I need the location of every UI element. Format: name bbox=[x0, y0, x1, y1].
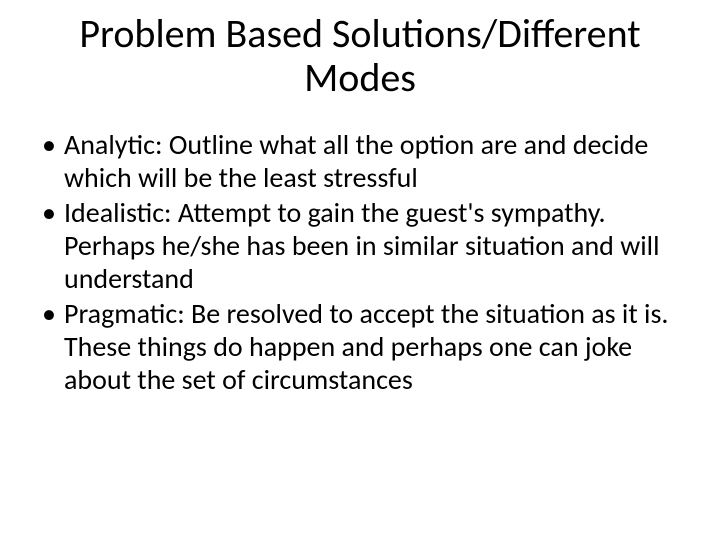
list-item: Analytic: Outline what all the option ar… bbox=[36, 128, 684, 194]
slide: Problem Based Solutions/Different Modes … bbox=[0, 0, 720, 540]
bullet-list: Analytic: Outline what all the option ar… bbox=[36, 128, 684, 396]
list-item: Pragmatic: Be resolved to accept the sit… bbox=[36, 297, 684, 396]
slide-title: Problem Based Solutions/Different Modes bbox=[36, 12, 684, 100]
list-item: Idealistic: Attempt to gain the guest's … bbox=[36, 196, 684, 295]
slide-body: Analytic: Outline what all the option ar… bbox=[36, 128, 684, 504]
